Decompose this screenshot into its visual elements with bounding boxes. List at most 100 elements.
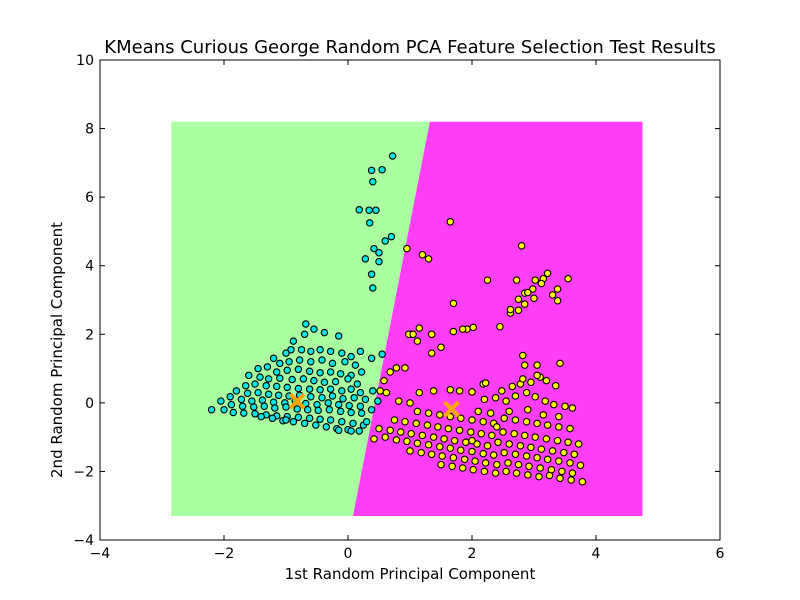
data-point-cluster-0 (336, 407, 345, 416)
decision-regions (171, 121, 643, 516)
data-point-cluster-1 (468, 388, 476, 396)
data-point-cluster-0 (320, 328, 329, 337)
data-point-cluster-0 (355, 427, 363, 435)
data-point-cluster-0 (303, 405, 312, 414)
data-point-cluster-1 (477, 429, 486, 438)
data-point-cluster-1 (424, 409, 433, 417)
data-point-cluster-0 (339, 394, 347, 403)
data-point-cluster-1 (458, 325, 467, 333)
data-point-cluster-1 (524, 288, 532, 297)
data-point-cluster-1 (566, 424, 574, 433)
cluster-centroids (288, 392, 460, 418)
x-tick-label: 4 (592, 546, 601, 562)
data-point-cluster-1 (469, 465, 477, 474)
data-point-cluster-0 (310, 376, 318, 385)
data-point-cluster-1 (468, 436, 476, 445)
data-point-cluster-0 (276, 359, 284, 368)
data-point-cluster-0 (356, 347, 365, 356)
x-tick-label: −4 (90, 546, 111, 562)
data-point-cluster-1 (543, 421, 552, 429)
data-point-cluster-1 (474, 407, 482, 416)
data-point-cluster-0 (356, 402, 365, 411)
data-point-cluster-0 (272, 382, 281, 391)
data-point-cluster-1 (401, 417, 409, 426)
data-point-cluster-1 (555, 457, 563, 465)
data-point-cluster-1 (449, 453, 458, 462)
data-point-cluster-1 (493, 460, 501, 469)
data-point-cluster-0 (305, 385, 314, 393)
data-point-cluster-1 (468, 416, 476, 424)
data-point-cluster-1 (449, 327, 458, 336)
data-point-cluster-1 (457, 414, 465, 423)
data-point-cluster-1 (504, 459, 512, 467)
data-point-cluster-1 (479, 449, 487, 458)
y-tick-label: 10 (76, 53, 94, 69)
data-point-cluster-1 (553, 296, 562, 305)
data-point-cluster-1 (488, 431, 496, 440)
data-point-cluster-1 (381, 433, 389, 441)
data-point-cluster-1 (396, 428, 405, 436)
data-point-cluster-0 (372, 206, 380, 214)
data-point-cluster-1 (548, 447, 557, 455)
region-cluster-1 (352, 121, 643, 516)
data-point-cluster-1 (568, 469, 577, 477)
data-point-cluster-0 (250, 403, 258, 411)
data-point-cluster-0 (227, 400, 236, 409)
data-point-cluster-1 (427, 349, 436, 357)
data-point-cluster-1 (531, 276, 539, 284)
data-point-cluster-0 (347, 385, 355, 393)
data-point-cluster-0 (307, 347, 315, 356)
data-point-cluster-0 (369, 387, 377, 395)
data-point-cluster-1 (502, 397, 510, 405)
data-point-cluster-0 (370, 244, 378, 253)
data-point-cluster-1 (502, 467, 510, 476)
data-point-cluster-1 (527, 378, 535, 387)
data-point-cluster-1 (467, 428, 475, 436)
data-point-cluster-0 (297, 345, 306, 354)
data-point-cluster-0 (326, 416, 335, 424)
data-point-cluster-1 (481, 459, 490, 467)
data-point-cluster-0 (375, 248, 383, 257)
data-point-cluster-0 (322, 423, 331, 431)
data-point-cluster-1 (568, 404, 577, 412)
data-point-cluster-0 (369, 284, 377, 292)
data-point-cluster-1 (386, 368, 394, 376)
data-point-cluster-0 (367, 166, 376, 175)
data-point-cluster-1 (446, 218, 455, 226)
data-point-cluster-1 (446, 412, 455, 421)
data-point-cluster-1 (545, 471, 554, 480)
data-point-cluster-1 (533, 361, 541, 369)
data-point-cluster-1 (514, 295, 523, 304)
data-point-cluster-1 (406, 447, 414, 455)
data-point-cluster-0 (338, 387, 346, 395)
data-point-cluster-0 (307, 392, 315, 401)
data-point-cluster-1 (449, 299, 458, 308)
data-point-cluster-1 (401, 364, 409, 372)
data-point-cluster-1 (564, 438, 572, 447)
data-point-cluster-0 (299, 375, 308, 383)
data-point-cluster-1 (429, 433, 438, 441)
data-point-cluster-1 (531, 433, 539, 441)
data-point-cluster-1 (566, 459, 574, 467)
x-axis-label: 1st Random Principal Component (285, 565, 536, 583)
data-point-cluster-1 (480, 467, 489, 476)
data-point-cluster-1 (578, 477, 587, 486)
data-point-cluster-1 (505, 440, 513, 448)
data-point-cluster-1 (418, 431, 427, 440)
data-point-cluster-1 (380, 376, 388, 385)
data-point-cluster-1 (550, 400, 558, 409)
data-point-cluster-0 (258, 396, 267, 404)
data-point-cluster-0 (326, 368, 335, 376)
data-point-cluster-1 (508, 382, 517, 391)
data-point-cluster-0 (232, 387, 241, 395)
data-point-cluster-0 (285, 357, 293, 366)
data-point-cluster-0 (294, 413, 303, 422)
data-point-cluster-1 (522, 388, 531, 397)
data-point-cluster-0 (310, 325, 318, 333)
data-point-cluster-0 (334, 332, 343, 340)
axis-ticks: −4 −2 0 2 4 6 −4 −2 0 2 4 6 8 10 (73, 53, 724, 562)
data-point-cluster-0 (293, 405, 301, 413)
data-point-cluster-1 (386, 426, 394, 435)
